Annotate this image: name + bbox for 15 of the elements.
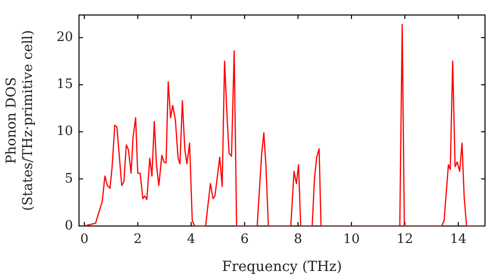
x-tick-label: 14: [450, 232, 467, 248]
y-axis-title: Phonon DOS (States/THz·primitive cell): [4, 30, 36, 211]
y-tick-label: 20: [56, 30, 73, 45]
x-tick-label: 0: [80, 232, 88, 248]
y-tick-label: 5: [64, 171, 73, 186]
y-tick-label: 15: [56, 77, 73, 92]
x-tick-label: 6: [240, 232, 249, 248]
y-tick-label: 10: [56, 124, 73, 140]
x-tick-label: 8: [294, 232, 302, 248]
x-tick-label: 12: [396, 232, 414, 248]
y-tick-label: 0: [64, 218, 73, 234]
x-axis-title: Frequency (THz): [222, 259, 342, 276]
x-tick-label: 2: [134, 232, 142, 248]
x-tick-label: 4: [187, 232, 196, 248]
x-tick-label: 10: [343, 232, 360, 248]
